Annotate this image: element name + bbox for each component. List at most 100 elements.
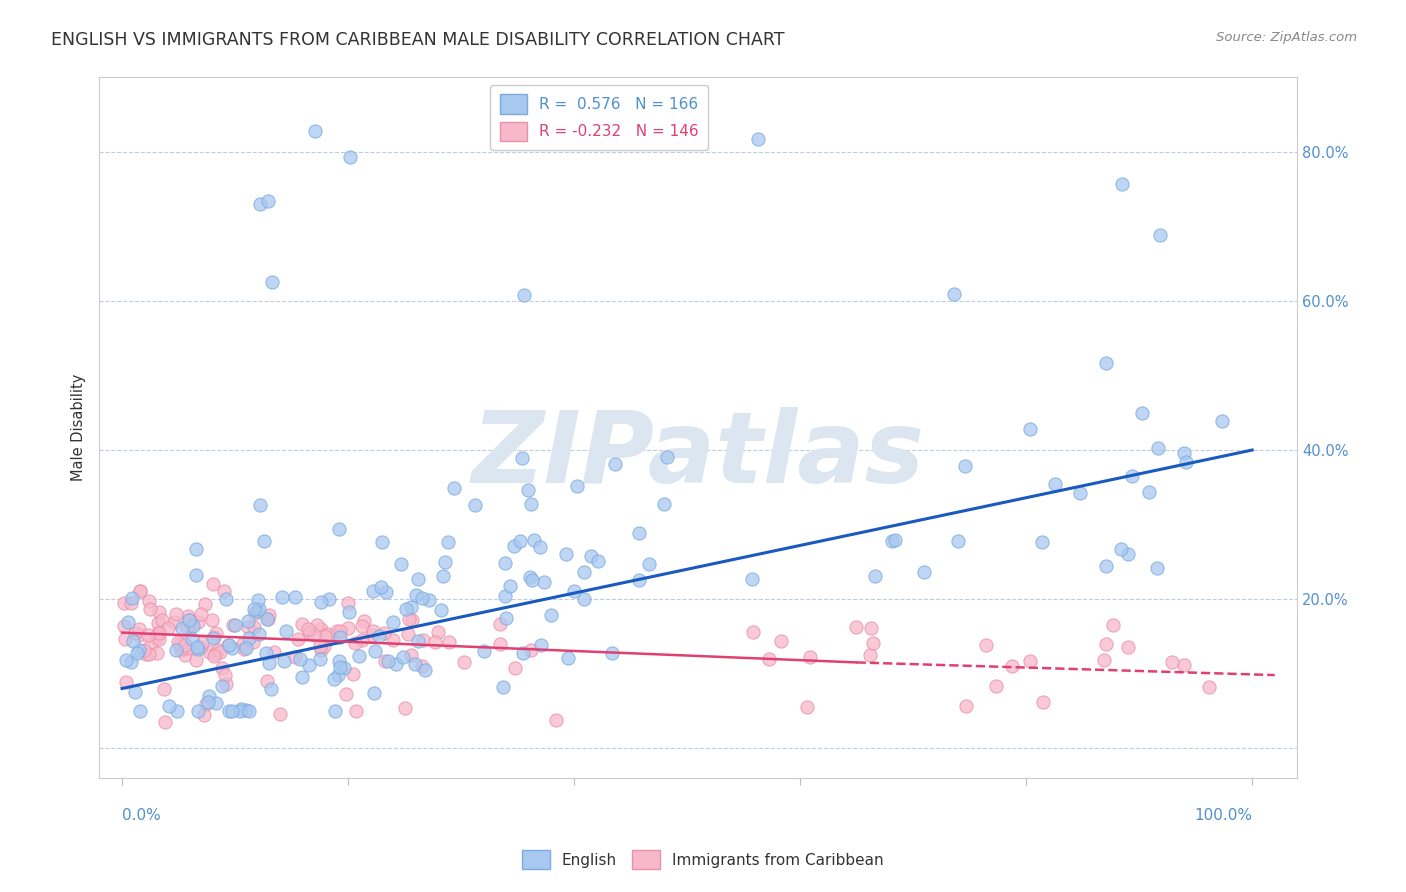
Point [309,652,332,666]
Point [120,655,142,669]
Point [1032,695,1054,709]
Point [474,644,496,658]
Point [193,707,215,722]
Point [1116,547,1139,561]
Point [401,613,423,627]
Point [404,657,426,672]
Point [202,630,225,644]
Point [190,607,212,622]
Point [600,646,623,660]
Point [197,695,219,709]
Point [396,627,419,641]
Point [1094,637,1116,651]
Point [863,569,886,583]
Point [117,615,139,629]
Point [269,706,291,721]
Point [434,555,457,569]
Point [129,704,152,718]
Point [136,628,159,642]
Legend: English, Immigrants from Caribbean: English, Immigrants from Caribbean [516,844,890,875]
Point [371,534,394,549]
Point [120,597,142,611]
Point [333,661,356,675]
Point [1109,541,1132,556]
Point [503,661,526,675]
Point [298,657,321,672]
Point [488,616,510,631]
Point [254,646,277,660]
Point [257,608,280,623]
Point [181,618,204,632]
Point [984,679,1007,693]
Point [520,643,543,657]
Point [742,625,765,640]
Point [121,591,143,606]
Legend: R =  0.576   N = 166, R = -0.232   N = 146: R = 0.576 N = 166, R = -0.232 N = 146 [491,85,709,151]
Point [344,636,367,650]
Point [1095,558,1118,573]
Point [1211,414,1233,428]
Point [263,645,285,659]
Point [163,615,186,629]
Point [249,197,271,211]
Point [374,654,396,668]
Point [128,584,150,599]
Point [197,689,219,703]
Point [257,613,280,627]
Point [399,599,422,614]
Point [565,479,588,493]
Text: ZIPatlas: ZIPatlas [472,408,925,504]
Point [322,672,344,686]
Point [177,641,200,656]
Point [197,644,219,658]
Point [1001,659,1024,673]
Point [187,615,209,629]
Text: Source: ZipAtlas.com: Source: ZipAtlas.com [1216,31,1357,45]
Point [627,525,650,540]
Point [138,593,160,607]
Point [180,619,202,633]
Point [769,634,792,648]
Point [1130,406,1153,420]
Point [187,704,209,718]
Point [176,620,198,634]
Point [128,643,150,657]
Point [374,585,396,599]
Point [912,566,935,580]
Point [862,635,884,649]
Point [443,481,465,495]
Point [259,656,281,670]
Point [257,194,280,209]
Point [157,699,180,714]
Point [195,698,218,712]
Point [148,632,170,646]
Point [353,614,375,628]
Point [124,685,146,699]
Point [955,698,977,713]
Point [262,276,284,290]
Point [114,632,136,646]
Point [377,654,399,668]
Point [221,641,243,656]
Point [540,607,562,622]
Point [512,451,534,466]
Point [202,648,225,663]
Point [1116,640,1139,654]
Point [1102,617,1125,632]
Text: ENGLISH VS IMMIGRANTS FROM CARIBBEAN MALE DISABILITY CORRELATION CHART: ENGLISH VS IMMIGRANTS FROM CARIBBEAN MAL… [51,31,785,49]
Text: 100.0%: 100.0% [1194,808,1253,823]
Point [328,655,350,669]
Point [741,572,763,586]
Point [205,696,228,710]
Point [128,584,150,599]
Point [132,642,155,657]
Point [339,151,361,165]
Point [170,621,193,635]
Point [172,635,194,649]
Point [125,646,148,660]
Point [495,611,517,625]
Point [492,680,515,694]
Point [177,609,200,624]
Point [391,650,413,665]
Point [309,642,332,657]
